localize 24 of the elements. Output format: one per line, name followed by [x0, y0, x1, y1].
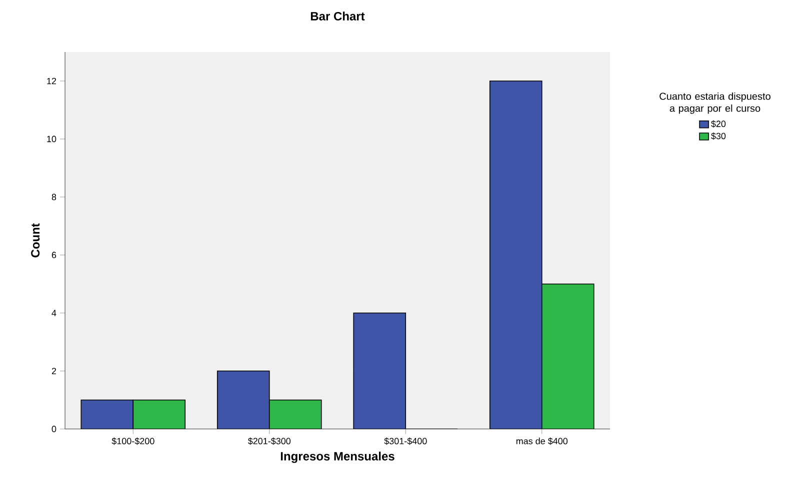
x-tick-label: $100-$200 [112, 438, 154, 445]
x-tick-label: $301-$400 [384, 438, 427, 445]
bar [216, 370, 270, 429]
legend-label: $20 [711, 120, 726, 128]
bar [353, 312, 406, 429]
x-tick-label: mas de $400 [516, 438, 568, 445]
y-tick-label: 6 [52, 252, 56, 258]
y-tick-label: 4 [52, 310, 56, 316]
bar [80, 400, 134, 429]
bar [268, 400, 322, 429]
legend-label: $30 [711, 132, 726, 140]
legend-title: Cuanto estaria dispuesto a pagar por el curso [660, 92, 770, 114]
x-axis-title: Ingresos Mensuales [280, 452, 394, 463]
y-axis-title: Count [31, 223, 40, 258]
y-tick-label: 0 [52, 426, 56, 432]
chart-title: Bar Chart [310, 12, 365, 20]
x-tick-label: $201-$300 [248, 438, 291, 445]
bar [489, 80, 542, 429]
y-tick-label: 2 [52, 368, 56, 374]
bar [132, 400, 186, 429]
y-tick-label: 12 [47, 78, 56, 84]
bar [541, 284, 594, 429]
y-tick-label: 10 [47, 136, 56, 142]
y-tick-label: 8 [52, 194, 56, 200]
